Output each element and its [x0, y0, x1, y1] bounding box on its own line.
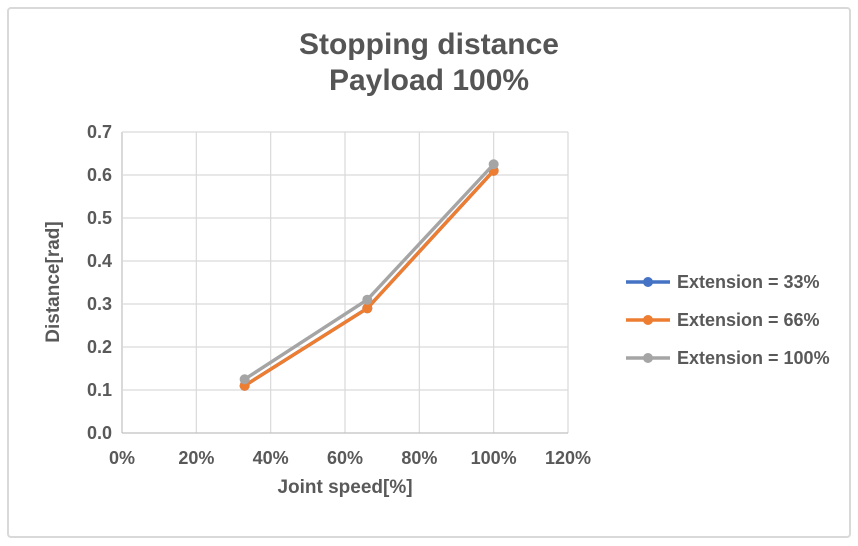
y-tick-label: 0.4 [86, 251, 112, 271]
y-tick-label: 0.5 [86, 208, 112, 228]
chart-title: Stopping distance Payload 100% [7, 27, 851, 99]
y-tick-label: 0.3 [86, 294, 112, 314]
y-tick-label: 0.6 [86, 165, 112, 185]
legend-line-marker-icon [626, 277, 670, 287]
x-tick-label: 100% [470, 448, 517, 468]
x-tick-label: 40% [252, 448, 289, 468]
chart-title-line2: Payload 100% [328, 64, 530, 97]
legend-label: Extension = 66% [677, 309, 820, 330]
x-axis-title: Joint speed[%] [277, 477, 413, 498]
y-tick-label: 0.0 [86, 423, 112, 443]
legend-label: Extension = 100% [677, 347, 830, 368]
legend-label: Extension = 33% [677, 271, 820, 292]
x-tick-label: 0% [108, 448, 136, 468]
chart-frame: Stopping distance Payload 100% 0.0 0.1 0.2… [7, 7, 851, 538]
legend-line-marker-icon [626, 315, 670, 325]
x-tick-label: 80% [401, 448, 438, 468]
y-axis-title: Distance[rad] [43, 221, 64, 343]
chart-title-line1: Stopping distance [298, 28, 559, 61]
legend-item-extension-66: Extension = 66% [626, 309, 830, 331]
legend-item-extension-100: Extension = 100% [626, 347, 830, 369]
plot-area [121, 131, 569, 434]
x-tick-label: 120% [544, 448, 592, 468]
x-tick-label: 20% [178, 448, 215, 468]
legend-item-extension-33: Extension = 33% [626, 271, 830, 293]
y-tick-label: 0.1 [86, 380, 112, 400]
legend: Extension = 33% Extension = 66% Extensio… [626, 271, 830, 369]
x-tick-label: 60% [326, 448, 364, 468]
y-tick-label: 0.7 [86, 122, 112, 142]
legend-line-marker-icon [626, 353, 670, 363]
y-tick-label: 0.2 [86, 337, 112, 357]
